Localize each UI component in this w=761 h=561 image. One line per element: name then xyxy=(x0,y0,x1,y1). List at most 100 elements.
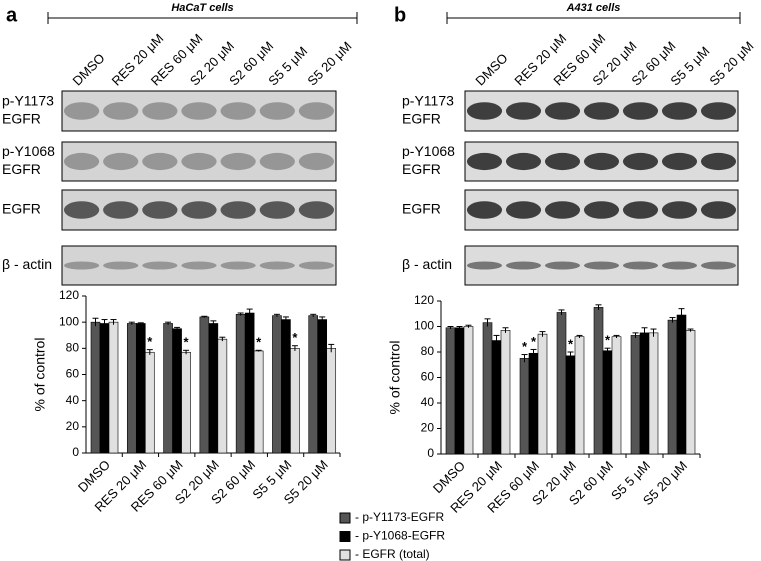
blot-label: EGFR xyxy=(2,161,41,177)
bar xyxy=(630,335,641,455)
bar xyxy=(144,351,155,454)
blot-label: EGFR xyxy=(2,201,41,217)
blot-band xyxy=(622,152,659,171)
bar xyxy=(593,307,604,455)
blot-band xyxy=(700,201,737,219)
blot-band xyxy=(466,261,503,270)
blot-label: EGFR xyxy=(402,161,441,177)
blot-band xyxy=(544,201,581,219)
blot-band xyxy=(544,152,581,171)
y-tick-label: 120 xyxy=(414,293,434,307)
panel-label: b xyxy=(394,4,406,26)
bar xyxy=(445,327,456,455)
blot-band xyxy=(466,201,503,219)
legend-label: - p-Y1173-EGFR xyxy=(355,510,444,524)
blot-band xyxy=(63,152,100,171)
blot-band xyxy=(505,261,542,270)
bar xyxy=(135,323,146,454)
blot-band xyxy=(661,261,698,270)
bar xyxy=(208,323,219,454)
blot-band xyxy=(661,102,698,120)
blot-band xyxy=(259,261,295,270)
y-tick-label: 20 xyxy=(421,421,435,435)
bar xyxy=(326,348,337,454)
blot-band xyxy=(700,152,737,171)
significance-star: * xyxy=(147,334,153,349)
y-tick-label: 60 xyxy=(421,370,435,384)
blot xyxy=(61,141,337,182)
bar xyxy=(290,348,300,454)
bar xyxy=(602,350,613,455)
bar xyxy=(126,323,137,454)
blot-band xyxy=(181,102,217,120)
bar xyxy=(676,314,687,455)
blot-band xyxy=(583,102,620,120)
blot-band xyxy=(622,261,659,270)
y-tick-label: 0 xyxy=(72,445,79,459)
blot-band xyxy=(220,261,256,270)
blot-band xyxy=(63,201,100,219)
blot-band xyxy=(103,261,139,270)
bar xyxy=(500,330,511,455)
bar xyxy=(163,323,173,454)
blot-band xyxy=(661,201,698,219)
y-tick-label: 80 xyxy=(66,341,80,355)
panel-label: a xyxy=(6,4,18,26)
blot-band xyxy=(63,261,100,270)
blot-band xyxy=(103,102,139,120)
significance-star: * xyxy=(605,333,611,348)
blot-label: EGFR xyxy=(402,201,441,217)
bar xyxy=(482,322,493,455)
blot-band xyxy=(220,152,256,171)
bar xyxy=(565,355,576,455)
y-tick-label: 120 xyxy=(59,288,79,302)
blot-band xyxy=(259,102,295,120)
bar xyxy=(463,326,474,455)
bar xyxy=(235,314,246,454)
bar xyxy=(308,315,319,454)
blot-label: p-Y1068 xyxy=(402,143,455,159)
blot-band xyxy=(63,102,100,120)
blot-band xyxy=(220,201,256,219)
blot-band xyxy=(181,152,217,171)
blot-band xyxy=(505,152,542,171)
bar xyxy=(454,327,465,455)
cell-title: A431 cells xyxy=(566,2,621,14)
blot xyxy=(61,90,337,132)
bar xyxy=(685,330,696,455)
blot-band xyxy=(298,201,335,219)
lane-label: DMSO xyxy=(70,50,108,88)
blot-band xyxy=(544,102,581,120)
blot-band xyxy=(298,261,335,270)
blot-band xyxy=(142,102,178,120)
bar xyxy=(172,328,182,454)
y-tick-label: 100 xyxy=(59,314,79,328)
blot-band xyxy=(259,201,295,219)
blot-band xyxy=(181,261,217,270)
bar xyxy=(253,350,264,454)
blot-band xyxy=(220,102,256,120)
blot-band xyxy=(103,152,139,171)
blot-band xyxy=(142,261,178,270)
bar xyxy=(99,323,110,454)
blot-band xyxy=(583,201,620,219)
bar xyxy=(528,352,539,455)
blot-band xyxy=(466,152,503,171)
blot-band xyxy=(466,102,503,120)
bar xyxy=(217,338,228,454)
y-tick-label: 100 xyxy=(414,319,434,333)
significance-star: * xyxy=(292,330,298,345)
significance-star: * xyxy=(531,334,537,349)
bar xyxy=(317,319,328,454)
blot-band xyxy=(700,102,737,120)
legend-swatch xyxy=(339,512,351,524)
lane-label: DMSO xyxy=(472,50,510,88)
bar xyxy=(667,319,678,455)
bar xyxy=(648,332,659,455)
blot-band xyxy=(298,152,335,171)
bar xyxy=(281,319,291,454)
y-axis-label: % of control xyxy=(387,341,403,415)
blot-band xyxy=(505,102,542,120)
bar xyxy=(181,351,191,454)
